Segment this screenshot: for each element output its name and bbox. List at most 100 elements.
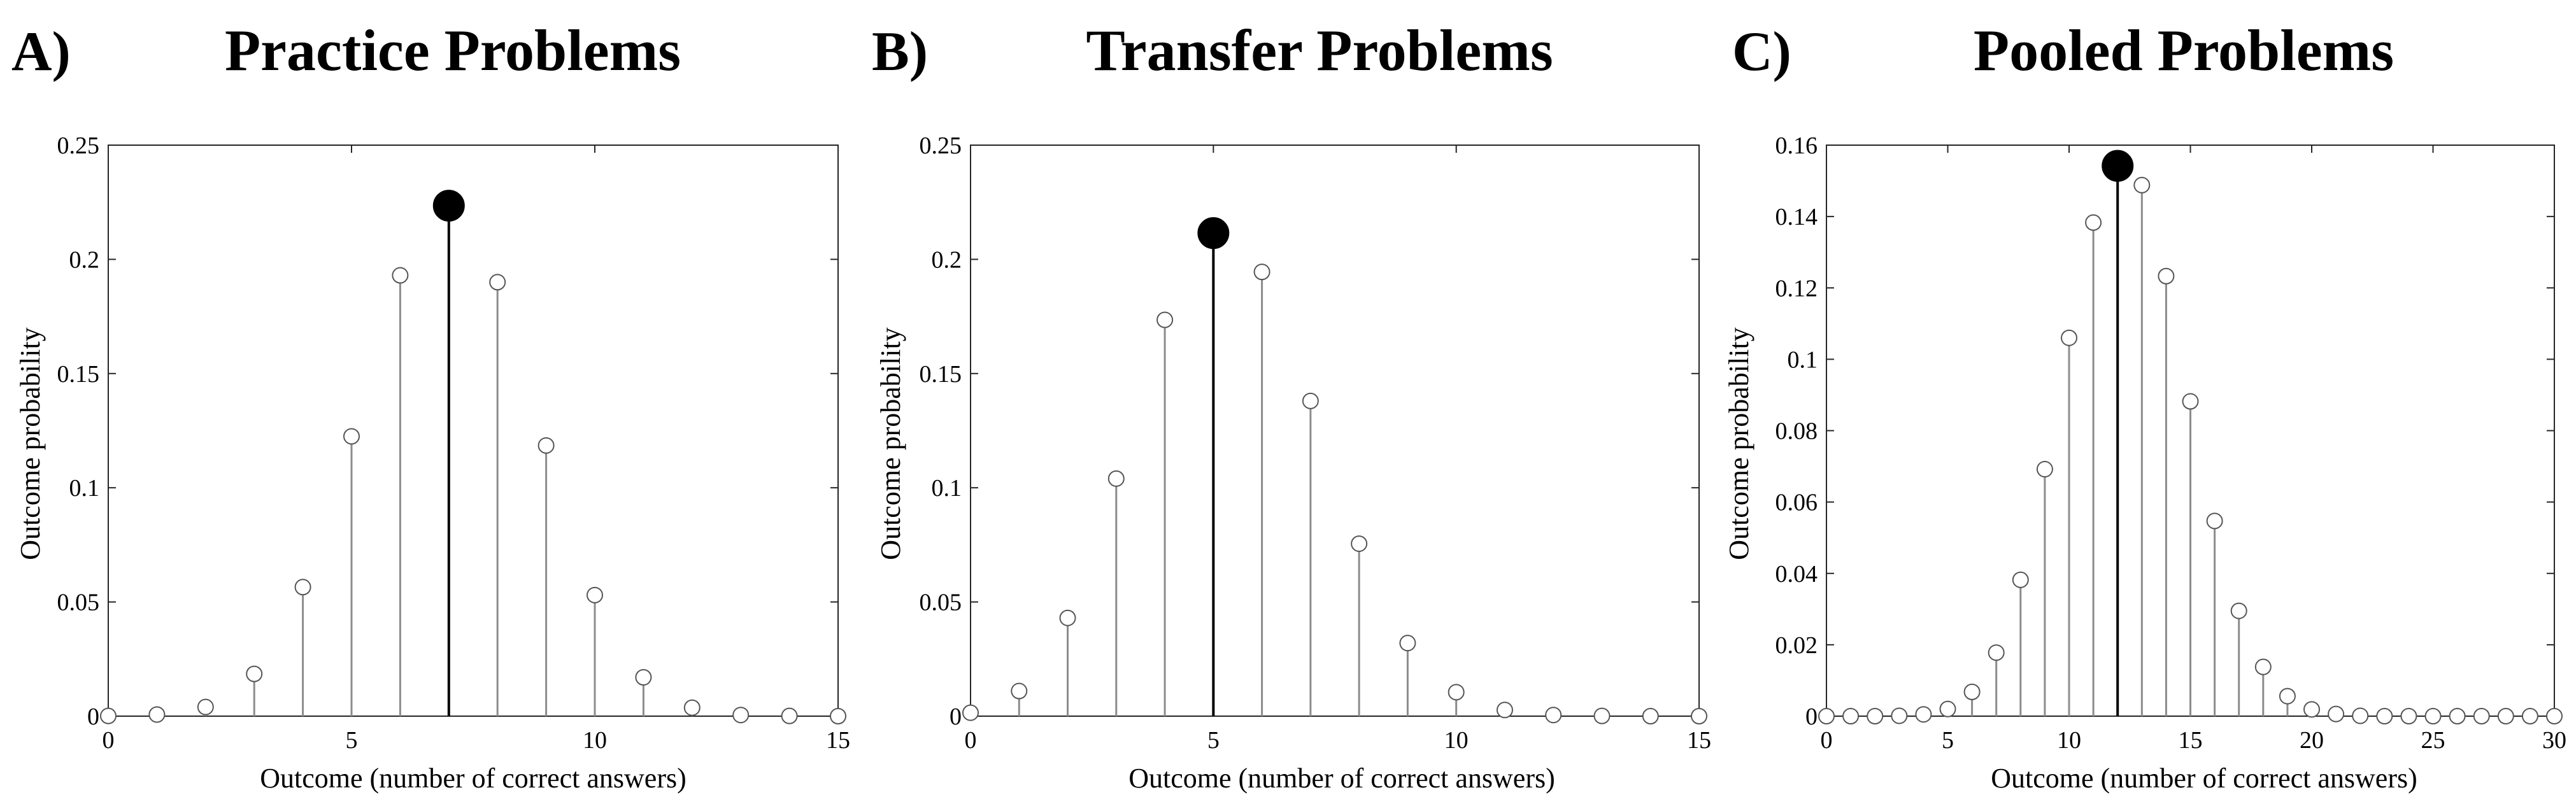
stem-marker: [2085, 214, 2102, 231]
stem-marker: [830, 708, 846, 724]
stem-marker: [2521, 708, 2538, 724]
stem-marker: [2376, 708, 2393, 724]
stem-marker: [1011, 682, 1028, 700]
stem-marker: [2497, 708, 2514, 724]
y-tick-label: 0.04: [1775, 561, 1818, 588]
stem-marker: [1842, 708, 1860, 724]
y-tick-label: 0: [1805, 703, 1818, 730]
stem-marker: [1059, 609, 1076, 626]
stem-marker: [489, 274, 506, 291]
panel-a-ylabel: Outcome probability: [15, 327, 46, 560]
x-tick-label: 5: [1207, 727, 1220, 754]
x-tick-label: 5: [346, 727, 358, 754]
stem-marker: [1915, 706, 1932, 723]
x-tick-label: 10: [1444, 727, 1469, 754]
stem-marker: [2158, 267, 2175, 285]
stem-marker: [2424, 708, 2442, 724]
x-tick-label: 15: [2179, 727, 2203, 754]
stem-marker: [2206, 512, 2223, 530]
y-tick-label: 0.2: [69, 246, 100, 273]
panel-c: C) Pooled Problems 0 5 10 15 20 25 30 0 0.02 0.04…: [1723, 18, 2566, 794]
panel-b-plot: 0 5 10 15 0 0.05 0.1 0.15 0.2 0.25: [920, 132, 1712, 754]
stem-marker: [1545, 707, 1562, 724]
panel-c-plot: 0 5 10 15 20 25 30 0 0.02 0.04 0.06 0.08 0.1 0.12 0.14…: [1775, 132, 2567, 754]
stem-marker: [732, 707, 750, 724]
stem-marker: [537, 437, 555, 454]
y-tick-label: 0.08: [1775, 418, 1818, 445]
stem-marker: [2254, 658, 2272, 675]
stem-marker: [1351, 535, 1368, 553]
x-tick-label: 15: [1687, 727, 1711, 754]
panel-c-letter: C): [1732, 21, 1791, 83]
stem-marker: [1253, 264, 1270, 281]
y-tick-label: 0.16: [1775, 132, 1818, 159]
x-tick-label: 0: [965, 727, 977, 754]
stem-marker: [2133, 176, 2151, 194]
panel-c-title: Pooled Problems: [1974, 18, 2394, 83]
y-tick-label: 0.14: [1775, 204, 1818, 230]
y-tick-label: 0.1: [932, 475, 962, 502]
stem-marker: [1496, 702, 1513, 719]
highlight-marker: [1197, 217, 1230, 250]
x-tick-label: 10: [583, 727, 607, 754]
stem-marker: [962, 704, 979, 721]
stem-marker: [392, 267, 409, 284]
y-tick-label: 0.15: [920, 361, 962, 388]
stem-marker: [2303, 701, 2320, 718]
stem-marker: [2036, 461, 2053, 478]
y-tick-label: 0.06: [1775, 490, 1818, 516]
panel-a: A) Practice Problems 0 5 10 1500.050.10.150…: [11, 18, 850, 794]
panel-a-xlabel: Outcome (number of correct answers): [260, 763, 687, 794]
panel-a-plot: 0 5 10 15 0 0.05 0.1 0.15 0.2 0.25: [57, 132, 851, 754]
stem-marker: [1156, 311, 1174, 328]
stem-marker: [148, 706, 166, 723]
y-tick-label: 0: [87, 703, 99, 730]
panel-a-letter: A): [11, 21, 71, 83]
highlight-marker: [2102, 150, 2134, 182]
stem-marker: [2061, 329, 2077, 346]
stem-marker: [294, 579, 311, 596]
x-tick-label: 15: [826, 727, 850, 754]
stem-marker: [2328, 705, 2345, 723]
stem-marker: [1963, 683, 1981, 700]
y-tick-label: 0.2: [932, 246, 962, 273]
stem-marker: [100, 707, 117, 724]
stem-marker: [197, 698, 214, 716]
panel-a-title: Practice Problems: [225, 18, 681, 83]
y-tick-label: 0.25: [920, 132, 962, 159]
y-tick-label: 0: [950, 703, 962, 730]
stem-marker: [1818, 708, 1835, 724]
panel-c-xlabel: Outcome (number of correct answers): [1991, 763, 2417, 794]
stem-marker: [2546, 708, 2563, 724]
y-tick-label: 0.02: [1775, 632, 1818, 659]
stem-marker: [2182, 393, 2199, 410]
x-tick-label: 5: [1942, 727, 1954, 754]
stem-marker: [246, 665, 263, 682]
stem-marker: [2012, 571, 2029, 588]
stem-marker: [1593, 707, 1611, 724]
stem-marker: [1891, 707, 1908, 724]
y-tick-label: 0.15: [57, 361, 100, 388]
stem-marker: [2473, 708, 2490, 724]
stem-marker: [2352, 707, 2369, 724]
stem-marker: [1302, 392, 1319, 409]
stem-marker: [1399, 635, 1416, 652]
axes-box: [108, 145, 839, 717]
panel-b-letter: B): [872, 21, 928, 83]
stem-marker: [781, 707, 798, 724]
panel-b: B) Transfer Problems 0 5 10 1500.050.10.150…: [872, 18, 1711, 794]
y-tick-label: 0.1: [1788, 346, 1818, 373]
panel-c-ylabel: Outcome probability: [1723, 327, 1754, 560]
stem-marker: [2449, 708, 2466, 724]
stem-marker: [2400, 708, 2417, 724]
x-tick-label: 0: [103, 727, 115, 754]
y-tick-label: 0.05: [920, 589, 962, 616]
stem-marker: [587, 586, 603, 603]
y-tick-label: 0.25: [57, 132, 100, 159]
y-tick-label: 0.05: [57, 589, 100, 616]
stem-marker: [1988, 644, 2005, 661]
y-tick-label: 0.1: [69, 475, 100, 502]
x-tick-label: 25: [2421, 727, 2445, 754]
